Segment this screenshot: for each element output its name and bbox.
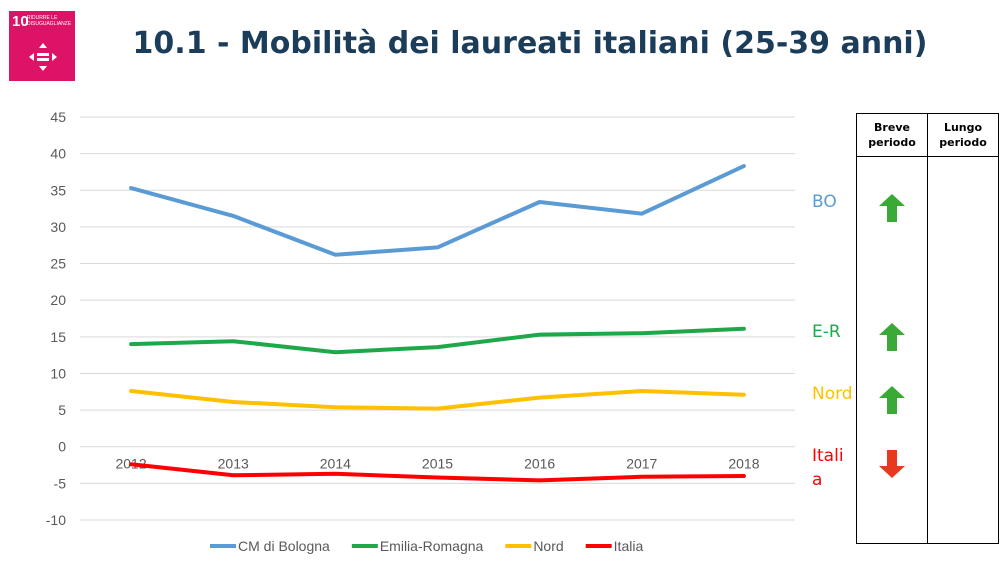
x-tick-label: 2017 xyxy=(626,456,657,472)
page-title: 10.1 - Mobilità dei laureati italiani (2… xyxy=(132,26,928,61)
short-term-column xyxy=(856,156,928,544)
y-tick-label: 40 xyxy=(50,146,66,162)
arrow-up-icon xyxy=(879,386,905,414)
sdg-label: RIDURRE LE DISUGUAGLIANZE xyxy=(27,15,72,27)
sdg-number: 10 xyxy=(12,13,29,30)
x-tick-label: 2013 xyxy=(218,456,249,472)
series-tag: BO xyxy=(812,192,837,212)
y-tick-label: 35 xyxy=(50,182,66,198)
y-tick-label: -5 xyxy=(54,475,67,491)
x-tick-label: 2015 xyxy=(422,456,453,472)
legend-label: Italia xyxy=(614,538,644,554)
series-line xyxy=(129,164,746,257)
header-short-term: Breve periodo xyxy=(856,113,928,157)
arrow-up-icon xyxy=(879,323,905,351)
series-tag: E-R xyxy=(812,322,841,342)
equality-arrows-icon xyxy=(29,43,57,71)
legend-label: Nord xyxy=(533,538,563,554)
series-line xyxy=(129,326,746,355)
y-tick-label: 0 xyxy=(58,439,66,455)
series-tag: Itali a xyxy=(812,446,844,490)
series-line xyxy=(129,462,746,483)
legend-label: Emilia-Romagna xyxy=(380,538,484,554)
arrow-up-icon xyxy=(879,194,905,222)
x-tick-label: 2014 xyxy=(320,456,351,472)
legend-label: CM di Bologna xyxy=(238,538,330,554)
y-tick-label: 45 xyxy=(50,109,66,125)
sdg-badge: 10 RIDURRE LE DISUGUAGLIANZE xyxy=(9,11,75,81)
trend-table: Breve periodo Lungo periodo xyxy=(856,113,999,544)
y-tick-label: -10 xyxy=(46,512,66,528)
x-tick-label: 2018 xyxy=(728,456,759,472)
y-tick-label: 25 xyxy=(50,256,66,272)
series-line xyxy=(129,389,746,411)
arrow-down-icon xyxy=(879,450,905,478)
long-term-column xyxy=(927,156,999,544)
y-tick-label: 15 xyxy=(50,329,66,345)
y-tick-label: 10 xyxy=(50,365,66,381)
y-tick-label: 5 xyxy=(58,402,66,418)
x-tick-label: 2016 xyxy=(524,456,555,472)
header-long-term: Lungo periodo xyxy=(927,113,999,157)
y-tick-label: 30 xyxy=(50,219,66,235)
y-tick-label: 20 xyxy=(50,292,66,308)
series-tag: Nord xyxy=(812,384,853,404)
